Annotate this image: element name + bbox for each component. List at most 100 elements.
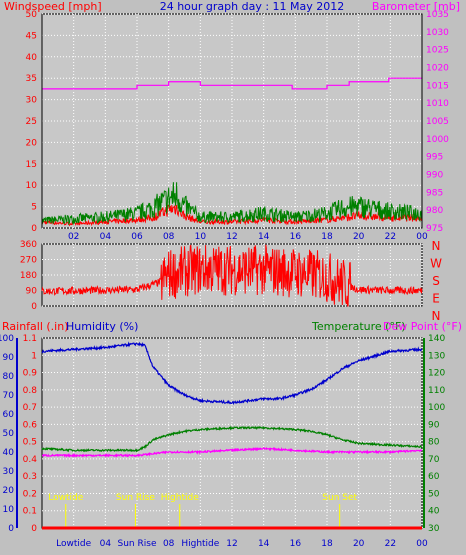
temperature-series	[41, 425, 423, 453]
x-tick-label: 06	[131, 232, 143, 242]
rain-tick-label: 0.5	[23, 438, 37, 448]
temp-tick-label: 30	[428, 524, 440, 534]
rain-tick-label: 0.3	[23, 472, 37, 482]
humidity-tick-label: 50	[3, 429, 15, 439]
temp-tick-label: 60	[428, 472, 440, 482]
dewpoint-axis-label: Dew Point (°F)	[383, 320, 462, 333]
x-tick-label: 20	[353, 539, 365, 549]
barometer-series	[42, 77, 422, 90]
x-tick-label: 08	[163, 232, 175, 242]
x-tick-label: 16	[290, 539, 302, 549]
x-tick-label: Hightide	[181, 539, 219, 549]
temp-tick-label: 50	[428, 489, 440, 499]
y-tick-label-left: 15	[26, 160, 37, 170]
y-tick-label-right: 1025	[426, 46, 449, 56]
y-tick-label-right: 1020	[426, 64, 449, 74]
x-tick-label: Lowtide	[56, 539, 91, 549]
humidity-tick-label: 40	[3, 448, 15, 458]
temp-tick-label: 130	[428, 351, 445, 361]
temp-tick-label: 90	[428, 420, 440, 430]
temp-tick-label: 80	[428, 438, 440, 448]
rain-tick-label: 0	[31, 524, 37, 534]
humidity-tick-label: 20	[3, 486, 15, 496]
y-tick-label-left: 45	[26, 31, 37, 41]
y-tick-label-right: 980	[426, 206, 443, 216]
rain-tick-label: 0.9	[23, 369, 38, 379]
humidity-tick-label: 100	[0, 334, 14, 344]
compass-label: N	[432, 309, 441, 323]
y-tick-label: 180	[20, 271, 37, 281]
windspeed-series	[41, 204, 423, 227]
x-tick-label: 02	[68, 232, 79, 242]
y-tick-label: 0	[31, 302, 37, 312]
temp-tick-label: 100	[428, 403, 445, 413]
y-tick-label-left: 5	[31, 203, 37, 213]
rain-tick-label: 0.6	[23, 420, 38, 430]
temp-tick-label: 70	[428, 455, 440, 465]
y-tick-label-right: 995	[426, 153, 443, 163]
chart-title: 24 hour graph day : 11 May 2012	[160, 0, 345, 13]
humidity-tick-label: 90	[3, 353, 15, 363]
y-tick-label-left: 40	[26, 53, 38, 63]
y-tick-label: 360	[20, 240, 37, 250]
y-tick-label-left: 25	[26, 117, 37, 127]
y-tick-label-right: 1035	[426, 10, 449, 20]
humidity-series	[41, 341, 423, 406]
humidity-tick-label: 60	[3, 410, 15, 420]
humidity-tick-label: 0	[8, 524, 14, 534]
wind-gust-series	[41, 182, 423, 226]
y-tick-label-left: 10	[26, 181, 38, 191]
x-tick-label: 20	[353, 232, 365, 242]
rain-tick-label: 0.2	[23, 489, 37, 499]
x-tick-label: 00	[416, 232, 428, 242]
windspeed-axis-label: Windspeed [mph]	[4, 0, 102, 13]
humidity-tick-label: 70	[3, 391, 15, 401]
temperature-axis-label: Temperature (°F)	[311, 320, 406, 333]
x-tick-label: 00	[416, 539, 428, 549]
rain-tick-label: 1	[31, 351, 37, 361]
x-tick-label: 04	[100, 232, 112, 242]
x-tick-label: 10	[195, 232, 207, 242]
x-tick-label: Sun Rise	[118, 539, 157, 549]
y-tick-label-right: 1000	[426, 135, 449, 145]
temp-tick-label: 120	[428, 369, 445, 379]
dewpoint-series	[41, 446, 423, 459]
temp-tick-label: 140	[428, 334, 445, 344]
x-tick-label: 12	[226, 539, 237, 549]
x-tick-label: 18	[321, 232, 333, 242]
y-tick-label-right: 990	[426, 171, 443, 181]
compass-label: W	[430, 257, 442, 271]
y-tick-label-right: 1010	[426, 99, 449, 109]
wind-barometer-panel: 02 04 06 08 10 12 14 16 18 20 22 000510152025303540…	[26, 10, 450, 242]
y-tick-label-right: 1005	[426, 117, 449, 127]
rain-tick-label: 1.1	[23, 334, 37, 344]
y-tick-label: 270	[20, 256, 37, 266]
y-tick-label: 90	[26, 287, 38, 297]
compass-label: E	[432, 292, 440, 306]
temperature-humidity-panel: 0 0.1 0.2 0.3 0.4 0.5 0.6 0.7 0.8 0.9 1 1.1 0 10 20 30 4…	[0, 334, 445, 549]
y-tick-label-left: 30	[26, 96, 38, 106]
y-tick-label-left: 50	[26, 10, 38, 20]
temp-tick-label: 40	[428, 507, 440, 517]
event-marker-label: Sun Set	[322, 493, 357, 503]
rain-tick-label: 0.8	[23, 386, 38, 396]
x-tick-label: 14	[258, 232, 270, 242]
x-tick-label: 18	[321, 539, 333, 549]
y-tick-label-right: 985	[426, 188, 443, 198]
humidity-axis-label: Humidity (%)	[66, 320, 138, 333]
y-tick-label-right: 1015	[426, 81, 449, 91]
humidity-tick-label: 80	[3, 372, 15, 382]
wind-direction-series	[41, 244, 423, 307]
x-tick-label: 08	[163, 539, 175, 549]
y-tick-label-left: 0	[31, 224, 37, 234]
rain-tick-label: 0.7	[23, 403, 37, 413]
compass-label: S	[432, 274, 440, 288]
compass-label: N	[432, 239, 441, 253]
rainfall-axis-label: Rainfall (.in)	[2, 320, 69, 333]
y-tick-label-right: 975	[426, 224, 443, 234]
event-marker-label: Hightide	[161, 493, 199, 503]
x-tick-label: 04	[100, 539, 112, 549]
